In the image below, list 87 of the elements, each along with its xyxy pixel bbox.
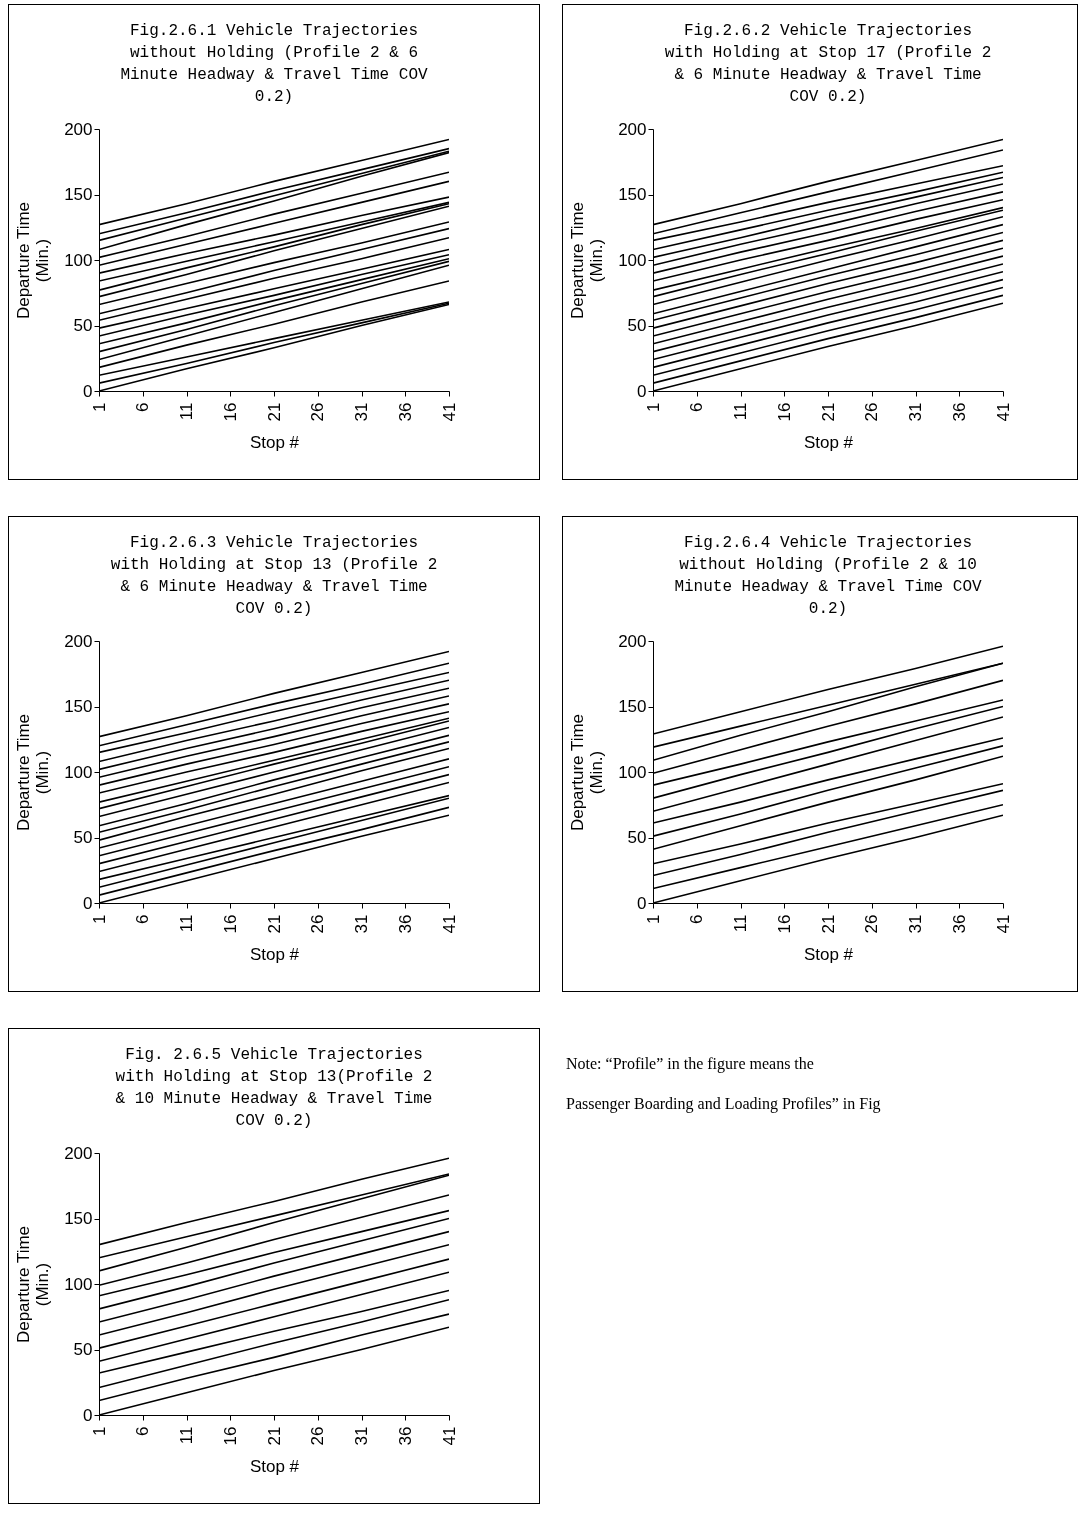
text: Passenger Boarding and Loading Profiles” in Fig xyxy=(566,1094,882,1115)
x-tick-label: 21 xyxy=(818,914,838,934)
x-tick-label: 36 xyxy=(395,1426,415,1446)
x-tick-label: 1 xyxy=(89,914,109,924)
x-tick-label: 21 xyxy=(264,402,284,422)
x-tick-label: 16 xyxy=(220,402,240,422)
x-tick-label: 6 xyxy=(687,402,707,412)
y-tick-label: 150 xyxy=(618,697,647,716)
x-tick-label: 26 xyxy=(308,914,328,934)
y-tick-label: 200 xyxy=(64,1143,93,1163)
y-tick-label: 50 xyxy=(627,316,647,335)
y-tick-label: 200 xyxy=(618,119,647,139)
x-tick-label: 31 xyxy=(352,402,371,422)
y-tick-label: 150 xyxy=(64,185,93,204)
x-tick-label: 21 xyxy=(264,914,284,934)
y-axis-title: Departure Time (Min.) xyxy=(14,1225,53,1344)
y-tick-label: 150 xyxy=(618,185,647,204)
chart-title: Fig.2.6.4 Vehicle Trajectories without Holding (Profile 2 & 10 Minute Headway & Travel Time COV 0.2) xyxy=(674,534,983,618)
y-tick-label: 0 xyxy=(637,381,647,401)
x-tick-label: 11 xyxy=(177,914,196,933)
x-axis-title: Stop # xyxy=(249,433,300,453)
x-axis-title: Stop # xyxy=(249,1457,300,1477)
y-tick-label: 0 xyxy=(83,893,93,913)
x-tick-label: 16 xyxy=(774,914,794,934)
x-tick-label: 16 xyxy=(774,402,794,422)
y-tick-label: 50 xyxy=(73,1340,93,1359)
y-tick-label: 100 xyxy=(618,762,647,782)
y-axis-title: Departure Time (Min.) xyxy=(14,201,53,320)
x-tick-label: 6 xyxy=(133,1426,153,1436)
x-tick-label: 36 xyxy=(949,914,969,934)
x-tick-label: 31 xyxy=(352,1426,371,1446)
y-tick-label: 100 xyxy=(64,762,93,782)
y-tick-label: 200 xyxy=(64,119,93,139)
x-axis-title: Stop # xyxy=(803,945,854,965)
y-tick-label: 50 xyxy=(73,828,93,847)
x-tick-label: 41 xyxy=(993,914,1013,934)
x-axis-title: Stop # xyxy=(803,433,854,453)
x-tick-label: 6 xyxy=(133,914,153,924)
y-tick-label: 150 xyxy=(64,697,93,716)
x-tick-label: 1 xyxy=(89,1426,109,1436)
x-tick-label: 16 xyxy=(220,1426,240,1446)
x-tick-label: 36 xyxy=(395,914,415,934)
y-tick-label: 100 xyxy=(64,250,93,270)
x-tick-label: 41 xyxy=(439,1426,459,1446)
y-tick-label: 0 xyxy=(83,381,93,401)
x-tick-label: 1 xyxy=(89,402,109,412)
x-tick-label: 6 xyxy=(687,914,707,924)
y-axis-title: Departure Time (Min.) xyxy=(568,713,607,832)
x-tick-label: 26 xyxy=(308,1426,328,1446)
x-tick-label: 16 xyxy=(220,914,240,934)
x-tick-label: 31 xyxy=(906,914,925,934)
x-tick-label: 11 xyxy=(731,402,750,421)
x-tick-label: 1 xyxy=(643,914,663,924)
x-tick-label: 26 xyxy=(308,402,328,422)
text: Note: “Profile” in the figure means the xyxy=(566,1054,815,1075)
y-axis-title: Departure Time (Min.) xyxy=(568,201,607,320)
y-tick-label: 0 xyxy=(637,893,647,913)
y-tick-label: 50 xyxy=(627,828,647,847)
x-tick-label: 11 xyxy=(177,1426,196,1445)
y-tick-label: 50 xyxy=(73,316,93,335)
x-tick-label: 36 xyxy=(949,402,969,422)
x-tick-label: 41 xyxy=(993,402,1013,422)
x-tick-label: 41 xyxy=(439,402,459,422)
y-axis-title: Departure Time (Min.) xyxy=(14,713,53,832)
y-tick-label: 200 xyxy=(618,631,647,651)
chart-title: Fig.2.6.3 Vehicle Trajectories with Holding at Stop 13 (Profile 2 & 6 Minute Headway & Travel Time COV 0.2) xyxy=(110,534,438,618)
x-tick-label: 11 xyxy=(731,914,750,933)
y-tick-label: 100 xyxy=(618,250,647,270)
x-tick-label: 36 xyxy=(395,402,415,422)
x-tick-label: 11 xyxy=(177,402,196,421)
x-tick-label: 21 xyxy=(264,1426,284,1446)
y-tick-label: 0 xyxy=(83,1405,93,1425)
x-tick-label: 31 xyxy=(352,914,371,934)
x-tick-label: 6 xyxy=(133,402,153,412)
x-tick-label: 26 xyxy=(862,402,882,422)
chart-title: Fig.2.6.1 Vehicle Trajectories without Holding (Profile 2 & 6 Minute Headway & Travel Time COV 0.2) xyxy=(120,22,429,106)
y-tick-label: 150 xyxy=(64,1209,93,1228)
x-tick-label: 26 xyxy=(862,914,882,934)
y-tick-label: 200 xyxy=(64,631,93,651)
chart-title: Fig. 2.6.5 Vehicle Trajectories with Holding at Stop 13(Profile 2 & 10 Minute Headway & Travel Time COV 0.2) xyxy=(115,1046,433,1130)
chart-title: Fig.2.6.2 Vehicle Trajectories with Holding at Stop 17 (Profile 2 & 6 Minute Headway & Travel Time COV 0.2) xyxy=(664,22,992,106)
y-tick-label: 100 xyxy=(64,1274,93,1294)
x-tick-label: 1 xyxy=(643,402,663,412)
x-axis-title: Stop # xyxy=(249,945,300,965)
x-tick-label: 21 xyxy=(818,402,838,422)
x-tick-label: 31 xyxy=(906,402,925,422)
x-tick-label: 41 xyxy=(439,914,459,934)
